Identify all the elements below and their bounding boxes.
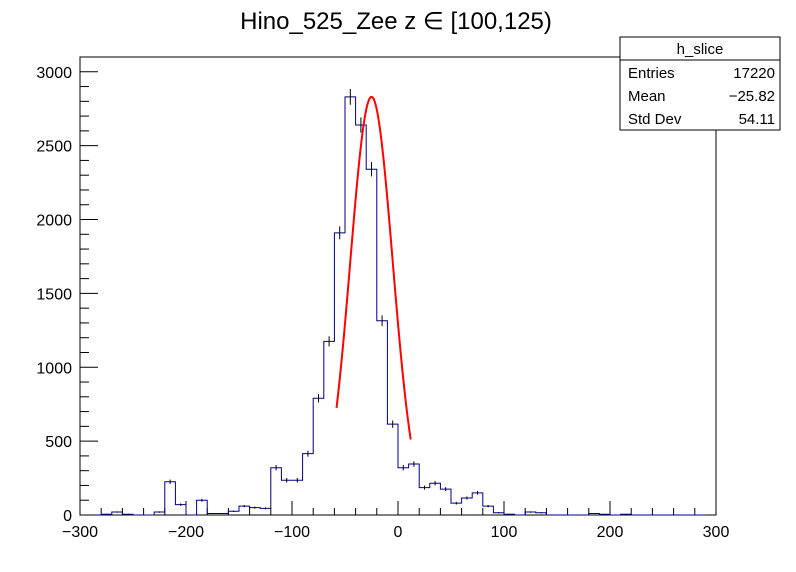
histogram-bin [271,468,282,515]
y-tick-label: 3000 [36,65,72,82]
y-tick-label: 2000 [36,213,72,230]
histogram-bin [483,506,494,515]
histogram-bin [419,488,430,515]
histogram-bin [462,498,473,515]
stats-stddev-label: Std Dev [628,111,682,128]
stats-entries-label: Entries [628,65,675,82]
y-tick-label: 2500 [36,139,72,156]
histogram-bin [250,508,261,515]
y-tick-label: 0 [63,508,72,525]
stats-mean-value: −25.82 [729,88,775,105]
histogram-bin [324,341,335,515]
y-axis: 0 500 1000 1500 2000 2500 3000 [36,56,98,525]
histogram-bin [430,483,441,515]
histogram-bin [303,454,314,515]
stats-mean-label: Mean [628,88,666,105]
histogram-bin [366,169,377,515]
y-tick-label: 1000 [36,360,72,377]
histogram-bin [281,480,292,515]
histogram-bin [377,321,388,515]
histogram-bin [451,503,462,515]
histogram-bin [175,505,186,515]
histogram-bin [165,482,176,515]
x-tick-label: 0 [394,524,403,541]
histogram-bin [260,508,271,515]
histogram-bin [409,464,420,515]
x-tick-label: 100 [491,524,518,541]
histogram-bin [197,500,208,515]
histogram-bin [387,424,398,515]
stats-box: h_slice Entries 17220 Mean −25.82 Std De… [619,36,781,131]
x-axis: −300 −200 −100 0 100 200 300 [62,501,729,541]
histogram-bin [472,493,483,515]
histogram-outline [100,96,706,516]
x-tick-label: 200 [597,524,624,541]
error-bars [106,89,627,515]
histogram-bin [239,506,250,515]
chart-title: Hino_525_Zee z ∈ [100,125) [240,8,552,35]
stats-entries-value: 17220 [733,65,775,82]
y-tick-label: 1500 [36,286,72,303]
histogram-bin [292,480,303,515]
x-tick-label: −200 [168,524,204,541]
histogram-bin [398,468,409,515]
x-tick-label: −300 [62,524,98,541]
stats-box-title: h_slice [677,41,724,58]
gaussian-fit-curve [335,95,412,440]
y-tick-label: 500 [45,434,72,451]
histogram-bin [440,489,451,515]
histogram-bin [313,398,324,515]
stats-stddev-value: 54.11 [739,111,775,128]
x-tick-label: 300 [703,524,730,541]
x-tick-label: −100 [274,524,310,541]
